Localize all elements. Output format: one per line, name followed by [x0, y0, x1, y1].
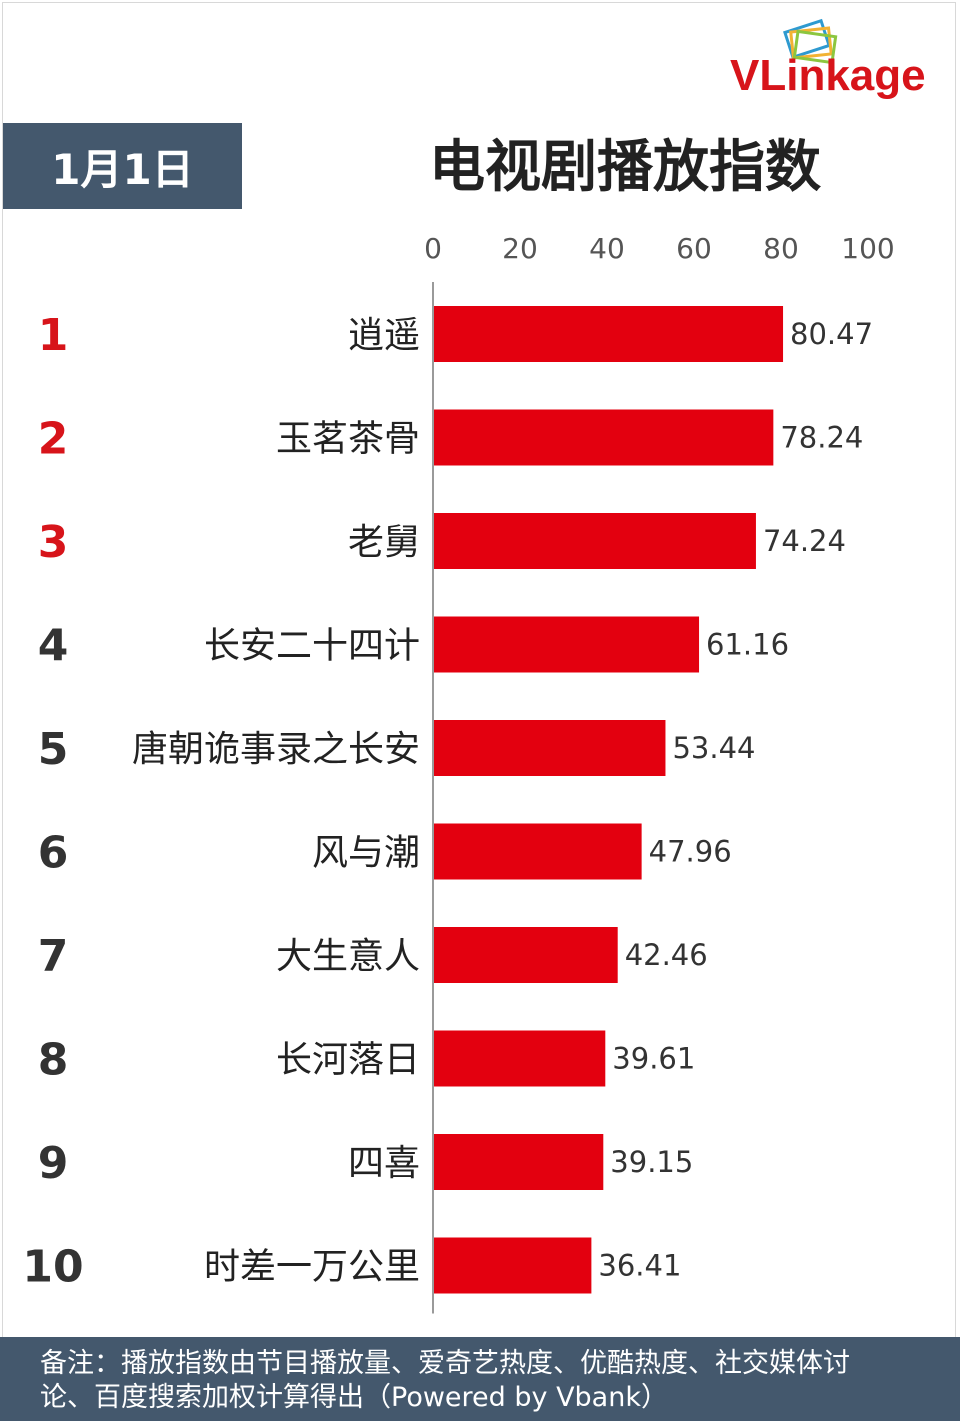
- bar-chart: 0 20 40 60 80 100 1 逍遥 80.47 2 玉茗茶骨 78.24 3 老舅 74.24 4 长…: [22, 232, 895, 1314]
- category-label: 风与潮: [312, 833, 420, 874]
- value-label: 42.46: [625, 938, 708, 972]
- value-label: 53.44: [672, 731, 755, 765]
- bar: [434, 720, 666, 776]
- category-label: 大生意人: [276, 936, 420, 977]
- bar: [434, 1030, 606, 1087]
- bar: [434, 513, 756, 569]
- rank-number: 5: [38, 724, 69, 775]
- bar: [434, 1237, 592, 1294]
- category-label: 老舅: [348, 522, 420, 563]
- vlinkage-logo: VLinkage: [730, 18, 926, 100]
- category-label: 唐朝诡事录之长安: [132, 729, 420, 770]
- value-label: 39.15: [610, 1145, 693, 1179]
- rank-number: 8: [38, 1035, 69, 1086]
- category-label: 玉茗茶骨: [276, 419, 420, 460]
- rank-number: 2: [38, 414, 69, 465]
- value-label: 36.41: [598, 1249, 681, 1283]
- footer-note: 备注：播放指数由节目播放量、爱奇艺热度、优酷热度、社交媒体讨 论、百度搜索加权计…: [0, 1337, 960, 1421]
- x-tick-label: 20: [502, 232, 538, 265]
- bar: [434, 616, 700, 673]
- x-tick-label: 0: [424, 232, 442, 265]
- x-tick-label: 80: [763, 232, 799, 265]
- bar: [434, 409, 774, 466]
- bar: [434, 823, 642, 880]
- x-tick-label: 60: [676, 232, 712, 265]
- rank-number: 4: [38, 621, 69, 672]
- value-label: 78.24: [780, 421, 863, 455]
- logo-text: VLinkage: [730, 51, 926, 100]
- logo-cards-icon: [783, 18, 838, 65]
- rank-number: 7: [38, 931, 69, 982]
- bar: [434, 1134, 604, 1190]
- rank-number: 3: [38, 517, 69, 568]
- rank-number: 9: [38, 1138, 69, 1189]
- category-label: 逍遥: [348, 315, 420, 356]
- footer-note-line-2: 论、百度搜索加权计算得出（Powered by Vbank）: [40, 1382, 668, 1413]
- rank-number: 10: [22, 1242, 83, 1293]
- footer-note-line-1: 备注：播放指数由节目播放量、爱奇艺热度、优酷热度、社交媒体讨: [40, 1348, 850, 1379]
- rank-number: 6: [38, 828, 69, 879]
- date-badge: 1月1日: [3, 123, 242, 209]
- value-label: 61.16: [706, 628, 789, 662]
- bar: [434, 927, 618, 983]
- x-tick-label: 100: [841, 232, 894, 265]
- value-label: 39.61: [612, 1042, 695, 1076]
- category-label: 时差一万公里: [204, 1247, 420, 1288]
- bar: [434, 306, 784, 362]
- value-label: 80.47: [790, 317, 873, 351]
- x-tick-label: 40: [589, 232, 625, 265]
- category-label: 长河落日: [276, 1040, 420, 1081]
- category-label: 四喜: [348, 1143, 420, 1184]
- chart-title: 电视剧播放指数: [429, 135, 821, 200]
- value-label: 47.96: [649, 835, 732, 869]
- value-label: 74.24: [763, 524, 846, 558]
- rank-number: 1: [38, 310, 69, 361]
- category-label: 长安二十四计: [204, 626, 420, 667]
